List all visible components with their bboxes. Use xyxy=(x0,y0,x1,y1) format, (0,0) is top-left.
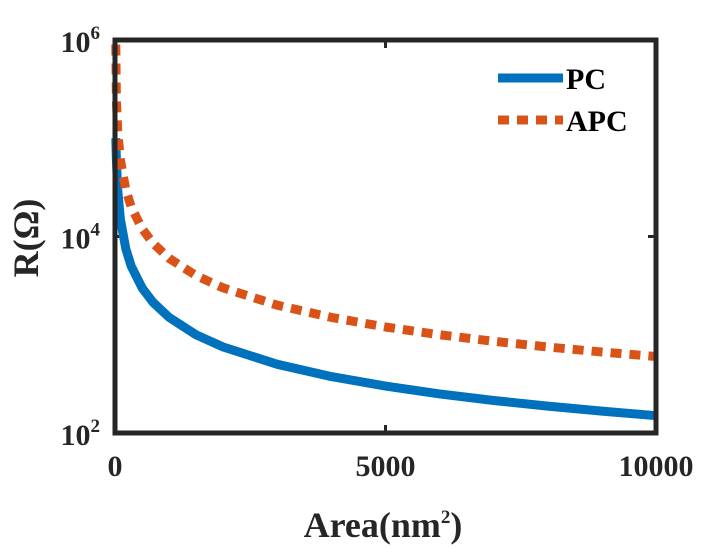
y-tick-label: 102 xyxy=(61,416,101,452)
x-axis-title: Area(nm2) xyxy=(304,505,463,545)
series-line-pc xyxy=(111,138,657,421)
y-tick-label: 104 xyxy=(61,220,101,256)
series-line-apc xyxy=(111,44,657,361)
x-tick-label: 10000 xyxy=(619,450,694,483)
legend-label-pc: PC xyxy=(566,63,606,96)
legend: PC APC xyxy=(498,63,628,138)
legend-label-apc: APC xyxy=(566,105,628,138)
x-tick-label: 0 xyxy=(108,450,123,483)
y-axis-title: R(Ω) xyxy=(6,199,46,278)
axes-box xyxy=(112,37,659,436)
y-tick-label: 106 xyxy=(61,23,101,59)
x-tick-label: 5000 xyxy=(356,450,416,483)
